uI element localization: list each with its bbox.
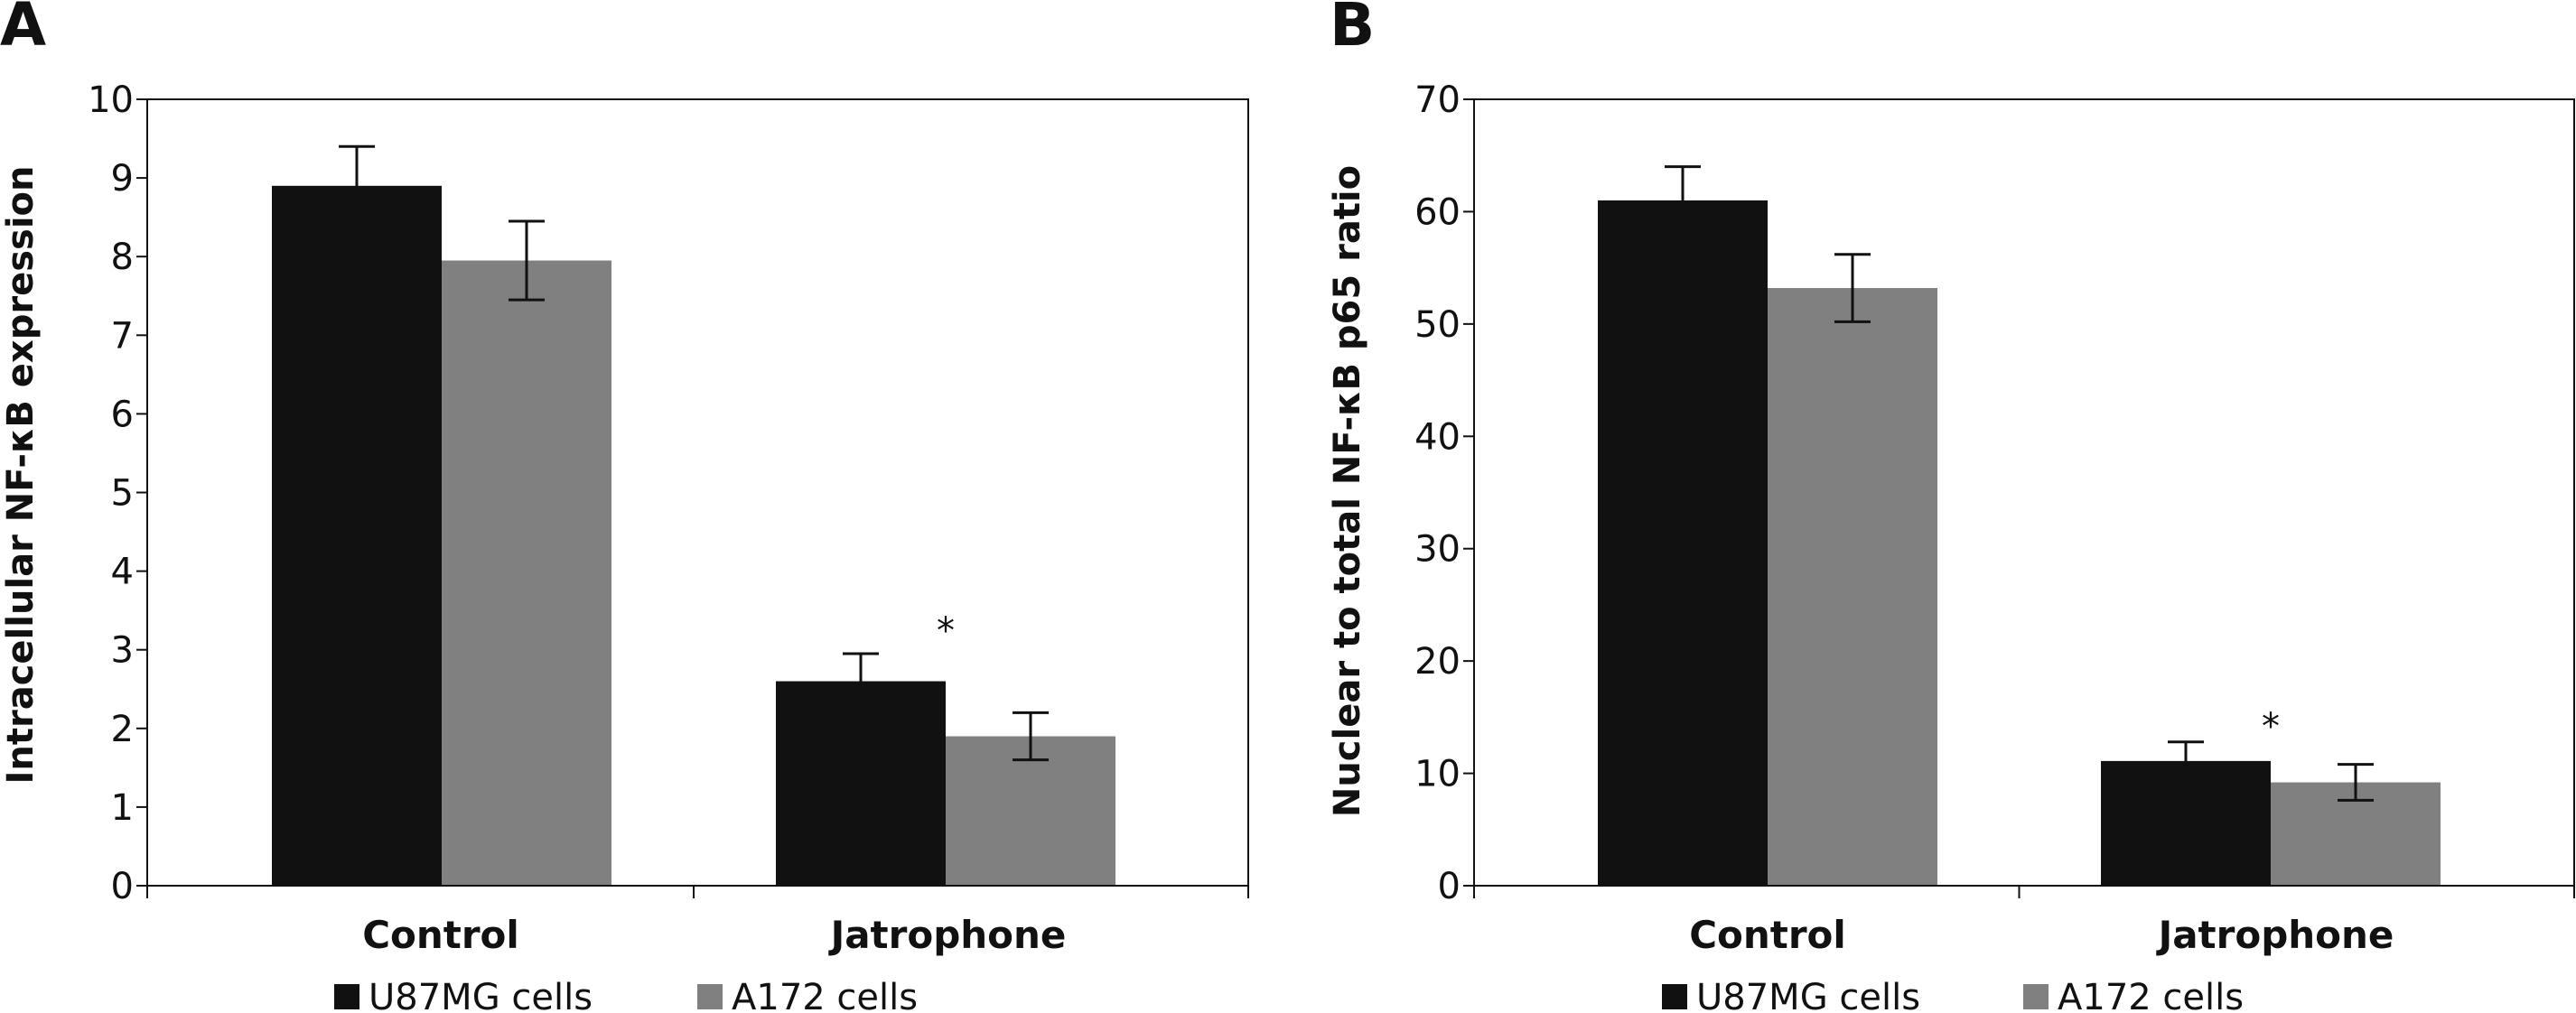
legend-swatch-u87mg-a [334,984,359,1009]
y-axis-title-b: Nuclear to total NF-κB p65 ratio [1327,165,1368,817]
y-tick-label-b: 60 [1414,191,1461,233]
y-tick-label-a: 10 [88,79,134,121]
error-bar-a-jatrophone-series-1 [843,652,879,711]
error-bar-a-control-series-2 [509,219,545,302]
legend-swatch-a172-a [697,984,723,1009]
y-tick-label-a: 1 [111,787,134,829]
y-tick-label-a: 4 [111,552,134,593]
bar-a-control-series-1 [272,185,442,886]
bar-group-a [272,144,1115,886]
error-bar-a-control-series-1 [339,144,375,227]
legend-label-u87mg-a: U87MG cells [369,977,593,1013]
category-label-control-a: Control [362,913,519,957]
error-bar-b-jatrophone-series-2 [2338,763,2374,802]
y-tick-label-a: 6 [111,394,134,435]
y-tick-label-b: 10 [1414,754,1461,795]
bar-a-control-series-2 [442,260,611,886]
y-tick-label-a: 9 [111,158,134,200]
y-tick-label-b: 50 [1414,304,1461,346]
y-tick-label-b: 30 [1414,529,1461,571]
y-tick-label-a: 5 [111,473,134,515]
legend-b: U87MG cells A172 cells [1662,977,2244,1013]
y-tick-label-a: 3 [111,630,134,672]
chart-panel-a: A Intracellular NF-κB expression 0 1 2 3 4 5 6… [0,0,1249,1013]
legend-swatch-u87mg-b [1662,984,1687,1009]
y-tick-label-a: 0 [111,866,134,907]
legend-label-a172-b: A172 cells [2058,977,2244,1013]
y-ticks-a: 0 1 2 3 4 5 6 7 8 9 10 [88,79,1249,907]
error-bar-b-control-series-1 [1665,165,1701,236]
y-tick-label-b: 20 [1414,641,1461,683]
legend-label-u87mg-b: U87MG cells [1696,977,1920,1013]
significance-asterisk-b: * [2262,706,2280,748]
y-tick-label-b: 40 [1414,416,1461,458]
y-tick-label-b: 70 [1414,79,1461,121]
category-label-jatrophone-b: Jatrophone [2156,913,2394,957]
y-tick-label-a: 2 [111,709,134,750]
chart-panel-b: B Nuclear to total NF-κB p65 ratio 0 10 20… [1327,0,2575,1013]
legend-a: U87MG cells A172 cells [334,977,918,1013]
significance-asterisk-a: * [937,610,955,652]
y-axis-title-a: Intracellular NF-κB expression [0,166,42,785]
category-label-control-b: Control [1689,913,1846,957]
y-tick-label-b: 0 [1438,866,1461,907]
y-tick-label-a: 7 [111,315,134,357]
panel-label-b: B [1330,0,1375,60]
legend-label-a172-a: A172 cells [732,977,918,1013]
plot-frame-b [1473,98,2575,887]
bar-b-control-series-2 [1768,288,1937,886]
category-label-jatrophone-a: Jatrophone [828,913,1067,957]
error-bar-b-control-series-2 [1834,253,1871,323]
y-ticks-b: 0 10 20 30 40 50 60 70 [1414,79,2575,907]
bar-b-control-series-1 [1598,200,1768,886]
bar-a-jatrophone-series-1 [776,681,946,886]
panel-label-a: A [0,0,46,60]
bar-group-b [1598,165,2441,886]
legend-swatch-a172-b [2023,984,2049,1009]
y-tick-label-a: 8 [111,237,134,278]
error-bar-b-jatrophone-series-1 [2168,740,2204,782]
bar-b-jatrophone-series-1 [2101,760,2271,886]
error-bar-a-jatrophone-series-2 [1013,711,1049,762]
